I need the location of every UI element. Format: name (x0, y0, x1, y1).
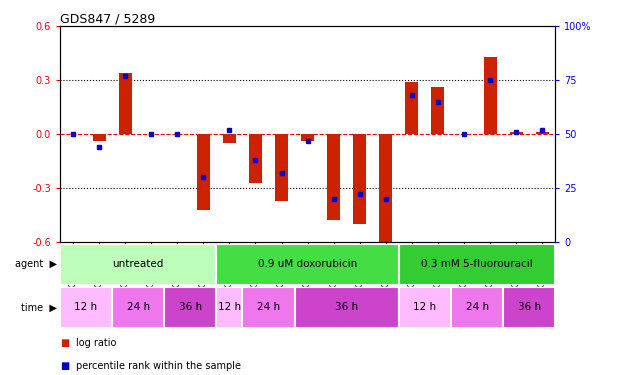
Bar (510, 132, 522, 134)
Text: 24 h: 24 h (257, 303, 280, 312)
Bar (93, 134, 105, 141)
Bar (536, 132, 549, 134)
Text: time  ▶: time ▶ (21, 303, 57, 312)
Text: 0.9 uM doxorubicin: 0.9 uM doxorubicin (258, 260, 357, 269)
Text: agent  ▶: agent ▶ (15, 260, 57, 269)
Bar (60, 287, 112, 328)
Text: 0.3 mM 5-fluorouracil: 0.3 mM 5-fluorouracil (422, 260, 533, 269)
Bar (451, 287, 503, 328)
Bar (405, 82, 418, 134)
Text: ■: ■ (60, 361, 69, 370)
Bar (503, 287, 555, 328)
Bar (216, 287, 242, 328)
Bar (483, 57, 497, 134)
Bar (216, 244, 399, 285)
Text: 24 h: 24 h (127, 303, 150, 312)
Bar (249, 134, 262, 183)
Text: untreated: untreated (112, 260, 164, 269)
Bar (353, 134, 366, 224)
Bar (399, 244, 555, 285)
Text: 12 h: 12 h (74, 303, 98, 312)
Bar (327, 134, 340, 220)
Bar (60, 244, 216, 285)
Text: percentile rank within the sample: percentile rank within the sample (76, 361, 240, 370)
Bar (119, 73, 132, 134)
Bar (164, 287, 216, 328)
Text: 36 h: 36 h (179, 303, 202, 312)
Text: 12 h: 12 h (218, 303, 241, 312)
Text: 36 h: 36 h (517, 303, 541, 312)
Bar (242, 287, 295, 328)
Text: 12 h: 12 h (413, 303, 437, 312)
Bar (295, 287, 399, 328)
Bar (379, 134, 392, 247)
Bar (112, 287, 164, 328)
Bar (197, 134, 210, 210)
Bar (275, 134, 288, 201)
Text: 24 h: 24 h (466, 303, 488, 312)
Text: GDS847 / 5289: GDS847 / 5289 (60, 12, 155, 25)
Bar (223, 134, 236, 143)
Bar (399, 287, 451, 328)
Text: log ratio: log ratio (76, 338, 116, 348)
Text: 36 h: 36 h (335, 303, 358, 312)
Bar (301, 134, 314, 141)
Text: ■: ■ (60, 338, 69, 348)
Bar (432, 87, 444, 134)
